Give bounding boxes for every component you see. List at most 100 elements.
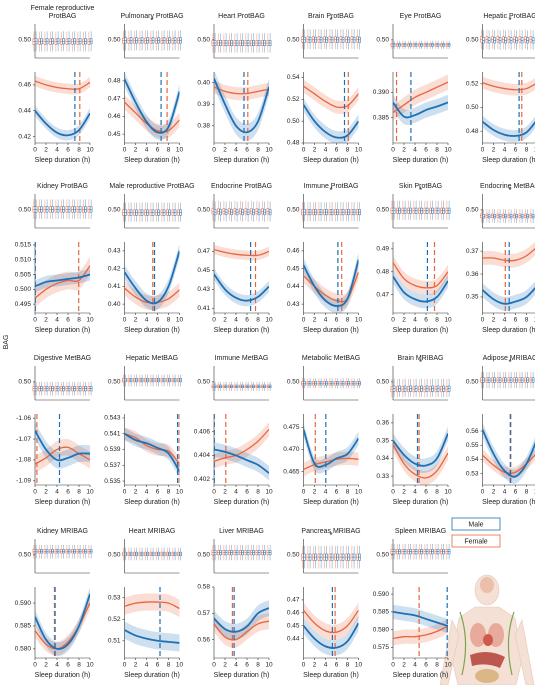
y-tick-label: 0.50 <box>466 104 479 111</box>
x-axis-label: Sleep duration (h) <box>482 499 535 506</box>
x-axis-label: Sleep duration (h) <box>124 499 180 506</box>
y-tick-label: 0.43 <box>108 248 121 255</box>
trend-line <box>35 265 90 299</box>
x-tick-label: 6 <box>424 147 428 154</box>
x-axis-label: Sleep duration (h) <box>482 327 535 334</box>
legend-label: Female <box>464 538 487 545</box>
y-tick-label: 0.33 <box>376 473 389 480</box>
y-tick-label: 0.49 <box>376 246 389 253</box>
plot-area <box>393 72 448 143</box>
x-axis-label: Sleep duration (h) <box>393 672 449 679</box>
plot-area <box>393 587 448 658</box>
y-tick-label: 0.45 <box>197 267 210 274</box>
x-tick-label: 8 <box>167 317 171 324</box>
trend-line <box>124 250 180 305</box>
x-tick-label: 4 <box>234 147 238 154</box>
x-tick-label: 4 <box>55 662 59 669</box>
y-tick-label: 0.44 <box>18 107 31 114</box>
trend-line <box>124 629 180 644</box>
y-tick-label: 0.50 <box>18 552 31 559</box>
x-tick-label: 8 <box>256 147 260 154</box>
panel-title: Pancreas MRIBAG <box>301 528 361 535</box>
y-tick-label: 0.543 <box>104 415 121 422</box>
x-tick-label: 4 <box>55 489 59 496</box>
y-tick-label: 0.50 <box>287 207 300 214</box>
x-tick-label: 6 <box>335 662 339 669</box>
x-tick-label: 6 <box>514 147 518 154</box>
annotation: * <box>419 186 422 195</box>
x-tick-label: 10 <box>176 147 184 154</box>
x-tick-label: 8 <box>256 317 260 324</box>
y-tick-label: 0.495 <box>15 301 32 308</box>
confidence-band <box>124 427 180 471</box>
y-tick-label: 0.39 <box>197 101 210 108</box>
panel-title: Skin ProtBAG <box>398 183 443 190</box>
y-tick-label: 0.505 <box>15 271 32 278</box>
x-tick-label: 2 <box>134 317 138 324</box>
x-tick-label: 8 <box>435 489 439 496</box>
x-tick-label: 8 <box>167 489 171 496</box>
y-tick-label: 0.50 <box>197 379 210 386</box>
y-tick-label: 0.38 <box>197 123 210 130</box>
x-tick-label: 6 <box>156 489 160 496</box>
trend-line <box>393 443 448 479</box>
y-tick-label: 0.515 <box>15 242 32 249</box>
panel-title: Kidney ProtBAG <box>37 183 88 190</box>
panel-title: Heart ProtBAG <box>218 13 265 20</box>
x-tick-label: 0 <box>212 317 216 324</box>
y-tick-label: 0.56 <box>197 636 210 643</box>
y-tick-label: 0.46 <box>108 113 121 120</box>
x-tick-label: 2 <box>402 317 406 324</box>
trend-line <box>393 610 448 627</box>
x-tick-label: 4 <box>234 489 238 496</box>
x-tick-label: 0 <box>302 317 306 324</box>
y-tick-label: 0.57 <box>197 610 210 617</box>
x-tick-label: 10 <box>176 317 184 324</box>
trend-line <box>303 429 359 468</box>
panel-title: Immune ProtBAG <box>303 183 359 190</box>
trend-line <box>214 620 269 641</box>
x-tick-label: 8 <box>77 489 81 496</box>
y-tick-label: 0.385 <box>373 114 390 121</box>
x-tick-label: 2 <box>134 662 138 669</box>
x-tick-label: 8 <box>525 147 529 154</box>
y-tick-label: 0.52 <box>466 81 479 88</box>
y-tick-label: -1.07 <box>16 436 31 443</box>
plot-area <box>393 414 448 485</box>
x-tick-label: 4 <box>145 147 149 154</box>
confidence-band <box>35 438 90 473</box>
x-tick-label: 10 <box>355 489 363 496</box>
trend-line <box>35 110 90 137</box>
plot-area <box>35 72 90 143</box>
x-tick-label: 0 <box>302 147 306 154</box>
annotation: * <box>508 16 511 25</box>
annotation: * <box>419 358 422 367</box>
panel-title: Brain MRIBAG <box>397 355 444 362</box>
x-tick-label: 4 <box>55 317 59 324</box>
x-tick-label: 10 <box>355 317 363 324</box>
x-tick-label: 2 <box>134 147 138 154</box>
trend-line <box>214 78 269 134</box>
trend-line <box>303 457 359 471</box>
x-tick-label: 10 <box>265 147 273 154</box>
x-tick-label: 6 <box>514 317 518 324</box>
x-tick-label: 2 <box>223 317 227 324</box>
x-axis-label: Sleep duration (h) <box>214 157 270 164</box>
x-axis-label: Sleep duration (h) <box>214 499 270 506</box>
x-axis-label: Sleep duration (h) <box>303 157 359 164</box>
annotation: * <box>508 186 511 195</box>
x-tick-label: 10 <box>265 317 273 324</box>
y-tick-label: 0.46 <box>18 82 31 89</box>
y-tick-label: 0.48 <box>376 268 389 275</box>
x-tick-label: 2 <box>492 489 496 496</box>
y-tick-label: 0.46 <box>287 610 300 617</box>
y-tick-label: -1.06 <box>16 415 31 422</box>
panel-title: Metabolic MetBAG <box>301 355 361 362</box>
y-tick-label: 0.42 <box>108 265 121 272</box>
plot-area <box>482 242 535 313</box>
y-tick-label: 0.41 <box>197 305 210 312</box>
y-tick-label: 0.585 <box>15 623 32 630</box>
y-tick-label: 0.50 <box>197 207 210 214</box>
confidence-band <box>124 281 180 311</box>
x-tick-label: 2 <box>313 317 317 324</box>
